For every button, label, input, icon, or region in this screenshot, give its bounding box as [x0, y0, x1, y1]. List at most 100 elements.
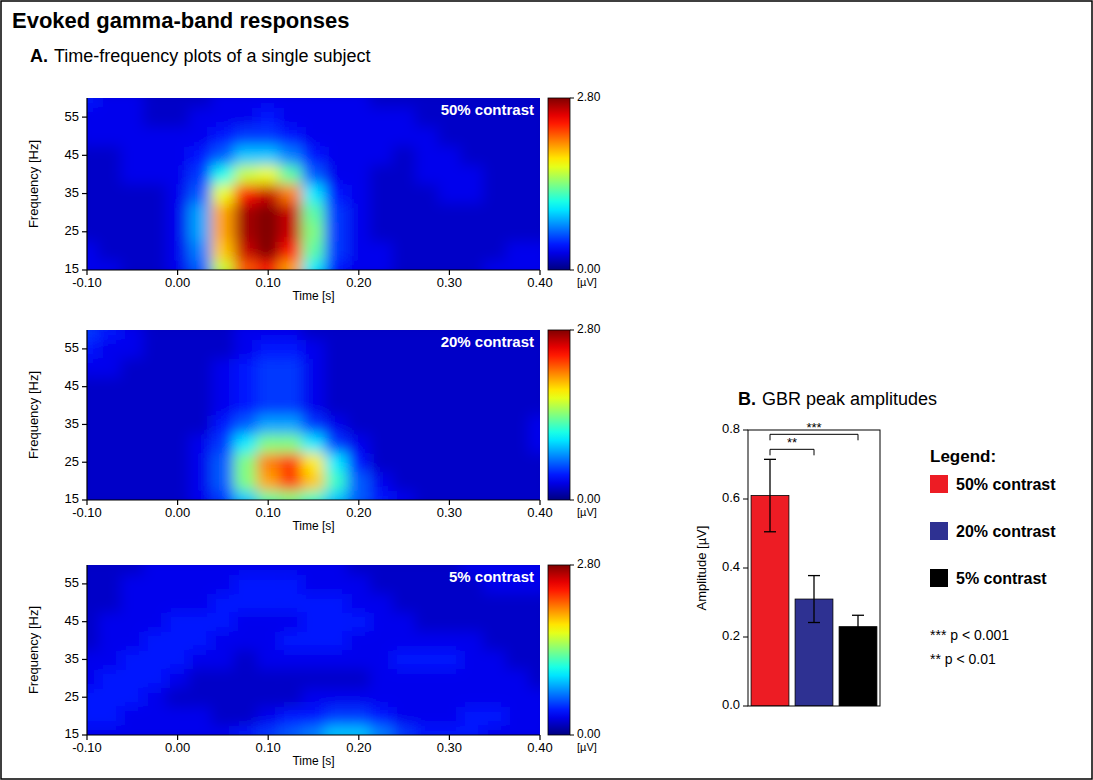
- heatmap-cell: [234, 126, 257, 146]
- heatmap-cell: [325, 358, 348, 377]
- heatmap-cell: [415, 706, 438, 725]
- heatmap-cell: [506, 612, 529, 631]
- heatmap-cell: [257, 574, 280, 593]
- heatmap-cell: [98, 565, 121, 575]
- heatmap-cell: [302, 574, 325, 593]
- heatmap-cell: [415, 358, 438, 377]
- heatmap-cell: [87, 593, 99, 612]
- heatmap-cell: [166, 565, 189, 575]
- heatmap-cell: [121, 434, 144, 453]
- heatmap-cell: [438, 593, 461, 612]
- heatmap-cell: [325, 669, 348, 688]
- heatmap-cell: [370, 107, 393, 127]
- y-tick-label: 0.4: [722, 559, 740, 574]
- y-axis-line: [86, 330, 87, 500]
- heatmap-cell: [325, 687, 348, 706]
- heatmap-cell: [370, 434, 393, 453]
- heatmap-cell: [166, 126, 189, 146]
- y-tick: [82, 734, 87, 735]
- heatmap-cell: [483, 434, 506, 453]
- heatmap-cell: [98, 669, 121, 688]
- heatmap-cell: [392, 98, 415, 108]
- heatmap-cell: [166, 415, 189, 434]
- heatmap-cell: [438, 358, 461, 377]
- heatmap-cell: [302, 631, 325, 650]
- heatmap-cell: [211, 107, 234, 127]
- heatmap-cell: [234, 565, 257, 575]
- heatmap-cell: [143, 222, 166, 242]
- heatmap-cell: [189, 725, 212, 735]
- heatmap-cell: [166, 574, 189, 593]
- heatmap-cell: [279, 574, 302, 593]
- heatmap-cell: [98, 339, 121, 358]
- heatmap-cell: [415, 145, 438, 165]
- heatmap-cell: [415, 631, 438, 650]
- heatmap-cell: [98, 434, 121, 453]
- y-tick-label: 55: [65, 109, 79, 124]
- heatmap-cell: [483, 415, 506, 434]
- heatmap-cell: [166, 203, 189, 223]
- heatmap-cell: [211, 184, 234, 204]
- heatmap-cell: [483, 184, 506, 204]
- heatmap-cell: [189, 574, 212, 593]
- heatmap-cell: [121, 358, 144, 377]
- heatmap-cell: [528, 377, 540, 396]
- y-tick-label: 35: [65, 185, 79, 200]
- heatmap-cell: [347, 593, 370, 612]
- heatmap-cell: [211, 126, 234, 146]
- heatmap-cell: [506, 145, 529, 165]
- y-axis-title: Frequency [Hz]: [26, 140, 41, 228]
- heatmap-cell: [166, 452, 189, 471]
- heatmap-cell: [506, 452, 529, 471]
- y-tick: [82, 117, 87, 118]
- heatmap-cell: [211, 241, 234, 261]
- heatmap-cell: [460, 260, 483, 270]
- y-tick: [743, 568, 748, 569]
- x-axis-line: [87, 499, 540, 500]
- heatmap-cell: [189, 565, 212, 575]
- color-tick: [570, 500, 574, 501]
- heatmap-cell: [506, 165, 529, 185]
- color-tick-label: 2.80: [577, 322, 601, 336]
- color-bar-unit: [µV]: [577, 741, 597, 753]
- heatmap-cell: [460, 687, 483, 706]
- heatmap-cell: [189, 669, 212, 688]
- heatmap-cell: [257, 631, 280, 650]
- heatmap-cell: [98, 396, 121, 415]
- heatmap-cell: [370, 631, 393, 650]
- heatmap-cell: [392, 222, 415, 242]
- color-tick-label: 0.00: [577, 492, 601, 506]
- heatmap-cell: [87, 377, 99, 396]
- heatmap-cell: [370, 687, 393, 706]
- heatmap-cell: [392, 725, 415, 735]
- heatmap-cell: [166, 165, 189, 185]
- heatmap-cell: [370, 490, 393, 500]
- panel-letter: A.: [30, 46, 48, 66]
- heatmap-cell: [257, 612, 280, 631]
- heatmap-cell: [506, 593, 529, 612]
- heatmap-cell: [415, 126, 438, 146]
- heatmap-cell: [370, 339, 393, 358]
- heatmap-cell: [528, 184, 540, 204]
- heatmap-cell: [211, 358, 234, 377]
- heatmap-cell: [438, 631, 461, 650]
- heatmap-cell: [121, 330, 144, 340]
- heatmap-cell: [98, 165, 121, 185]
- error-line: [813, 576, 814, 623]
- heatmap-cell: [211, 396, 234, 415]
- heatmap-cell: [257, 260, 280, 270]
- heatmap-cell: [121, 415, 144, 434]
- heatmap-cell: [415, 612, 438, 631]
- heatmap-cell: [483, 471, 506, 490]
- heatmap-cell: [460, 184, 483, 204]
- heatmap-cell: [528, 396, 540, 415]
- heatmap-cell: [87, 165, 99, 185]
- heatmap-cell: [234, 184, 257, 204]
- color-tick-label: 2.80: [577, 557, 601, 571]
- heatmap-cell: [392, 184, 415, 204]
- heatmap-cell: [325, 396, 348, 415]
- bar: [839, 627, 877, 706]
- heatmap-cell: [211, 565, 234, 575]
- heatmap-cell: [257, 241, 280, 261]
- y-tick-label: 45: [65, 613, 79, 628]
